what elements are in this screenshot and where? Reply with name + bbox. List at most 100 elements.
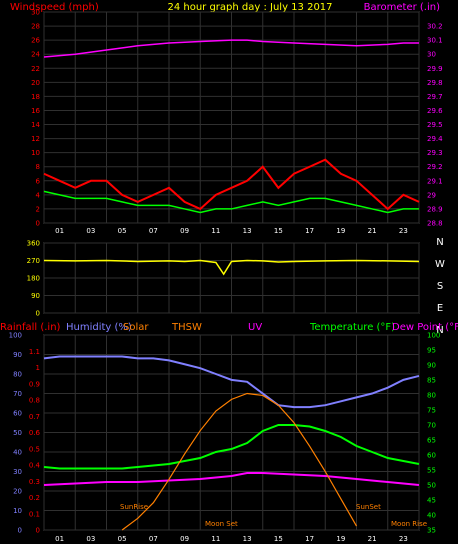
- y-tick-label: 6: [36, 177, 41, 185]
- temp-tick-label: 65: [427, 437, 436, 445]
- x-tick-label: 05: [118, 227, 127, 235]
- temp-tick-label: 35: [427, 527, 436, 535]
- rain-tick-label: 0.3: [29, 478, 40, 486]
- windspeed-label: Windspeed (mph): [10, 2, 99, 13]
- rain-tick-label: 0.5: [29, 445, 40, 453]
- direction-label: N: [436, 237, 443, 248]
- humidity-tick-label: 100: [9, 332, 22, 340]
- y-tick-label: 18: [31, 93, 40, 101]
- y2-tick-label: 29.7: [427, 93, 443, 101]
- y-tick-label: 16: [31, 107, 40, 115]
- humidity-label: Humidity (%): [66, 322, 132, 333]
- x-tick-label: 09: [180, 535, 189, 543]
- x-tick-label: 01: [55, 227, 64, 235]
- temp-tick-label: 95: [427, 347, 436, 355]
- direction-label: W: [435, 259, 445, 270]
- humidity-tick-label: 0: [18, 527, 22, 535]
- humidity-tick-label: 80: [13, 371, 22, 379]
- temp-tick-label: 45: [427, 497, 436, 505]
- y-tick-label: 4: [36, 191, 41, 199]
- y-tick-label: 14: [31, 121, 40, 129]
- y-tick-label: 0: [36, 310, 40, 318]
- rain-tick-label: 1.1: [29, 348, 40, 356]
- y2-tick-label: 29.5: [427, 121, 443, 129]
- x-tick-label: 23: [399, 535, 408, 543]
- chart-title: 24 hour graph day : July 13 2017: [167, 2, 332, 13]
- y2-tick-label: 29.4: [427, 135, 443, 143]
- solar-label: Solar: [123, 322, 149, 333]
- rain-tick-label: 0.8: [29, 397, 40, 405]
- y-tick-label: 90: [31, 292, 40, 300]
- temperature-line: [43, 424, 420, 470]
- temp-tick-label: 40: [427, 512, 436, 520]
- y2-tick-label: 29.3: [427, 149, 443, 157]
- x-tick-label: 19: [336, 535, 345, 543]
- x-tick-label: 15: [274, 535, 283, 543]
- rain-tick-label: 0.7: [29, 413, 40, 421]
- uv-label: UV: [248, 322, 262, 333]
- x-tick-label: 05: [118, 535, 127, 543]
- temp-tick-label: 70: [427, 422, 436, 430]
- x-tick-label: 19: [336, 227, 345, 235]
- direction-label: E: [437, 303, 443, 314]
- windspeed-line: [43, 158, 420, 211]
- y-tick-label: 2: [36, 205, 40, 213]
- temp-tick-label: 90: [427, 362, 436, 370]
- y2-tick-label: 29.2: [427, 163, 443, 171]
- humidity-tick-label: 60: [13, 410, 22, 418]
- humidity-tick-label: 30: [13, 468, 22, 476]
- humidity-tick-label: 90: [13, 351, 22, 359]
- y-tick-label: 8: [36, 163, 40, 171]
- y2-tick-label: 29.9: [427, 65, 443, 73]
- y2-tick-label: 29.6: [427, 107, 443, 115]
- solar-line: [121, 392, 358, 531]
- y2-tick-label: 29.1: [427, 177, 443, 185]
- x-tick-label: 21: [368, 535, 377, 543]
- x-tick-label: 03: [86, 535, 95, 543]
- y-tick-label: 20: [31, 79, 40, 87]
- temp-tick-label: 75: [427, 407, 436, 415]
- y-tick-label: 10: [31, 149, 40, 157]
- rain-tick-label: 1: [36, 364, 40, 372]
- x-tick-label: 23: [399, 227, 408, 235]
- x-tick-label: 15: [274, 227, 283, 235]
- humidity-line: [43, 355, 420, 409]
- temp-tick-label: 80: [427, 392, 436, 400]
- x-tick-label: 17: [305, 227, 314, 235]
- temperature-label: Temperature (°F): [309, 322, 395, 333]
- direction-label: N: [436, 325, 443, 336]
- humidity-tick-label: 20: [13, 488, 22, 496]
- y-tick-label: 12: [31, 135, 40, 143]
- humidity-tick-label: 50: [13, 429, 22, 437]
- windgust-line: [43, 190, 419, 214]
- rain-tick-label: 0.2: [29, 494, 40, 502]
- x-tick-label: 07: [149, 227, 158, 235]
- rain-tick-label: 0.4: [29, 462, 41, 470]
- direction-label: S: [437, 281, 443, 292]
- y2-tick-label: 29: [427, 191, 436, 199]
- humidity-tick-label: 40: [13, 449, 22, 457]
- x-tick-label: 11: [211, 535, 220, 543]
- temp-tick-label: 100: [427, 332, 440, 340]
- wind-direction-line: [43, 259, 420, 276]
- y2-tick-label: 28.8: [427, 220, 443, 228]
- thsw-label: THSW: [171, 322, 202, 333]
- temp-tick-label: 60: [427, 452, 436, 460]
- moonset-label: Moon Set: [205, 520, 238, 528]
- y2-tick-label: 30.1: [427, 37, 443, 45]
- x-tick-label: 03: [86, 227, 95, 235]
- x-tick-label: 07: [149, 535, 158, 543]
- y2-tick-label: 30.2: [427, 23, 443, 31]
- y-tick-label: 0: [36, 220, 40, 228]
- y2-tick-label: 30: [427, 51, 436, 59]
- y-tick-label: 24: [31, 51, 40, 59]
- rain-tick-label: 0.9: [29, 380, 40, 388]
- y2-tick-label: 29.8: [427, 79, 443, 87]
- y-tick-label: 28: [31, 23, 40, 31]
- y-tick-label: 270: [27, 257, 40, 265]
- sunset-label: SunSet: [356, 503, 381, 511]
- x-tick-label: 21: [368, 227, 377, 235]
- rain-tick-label: 0.6: [29, 429, 41, 437]
- y-tick-label: 26: [31, 37, 40, 45]
